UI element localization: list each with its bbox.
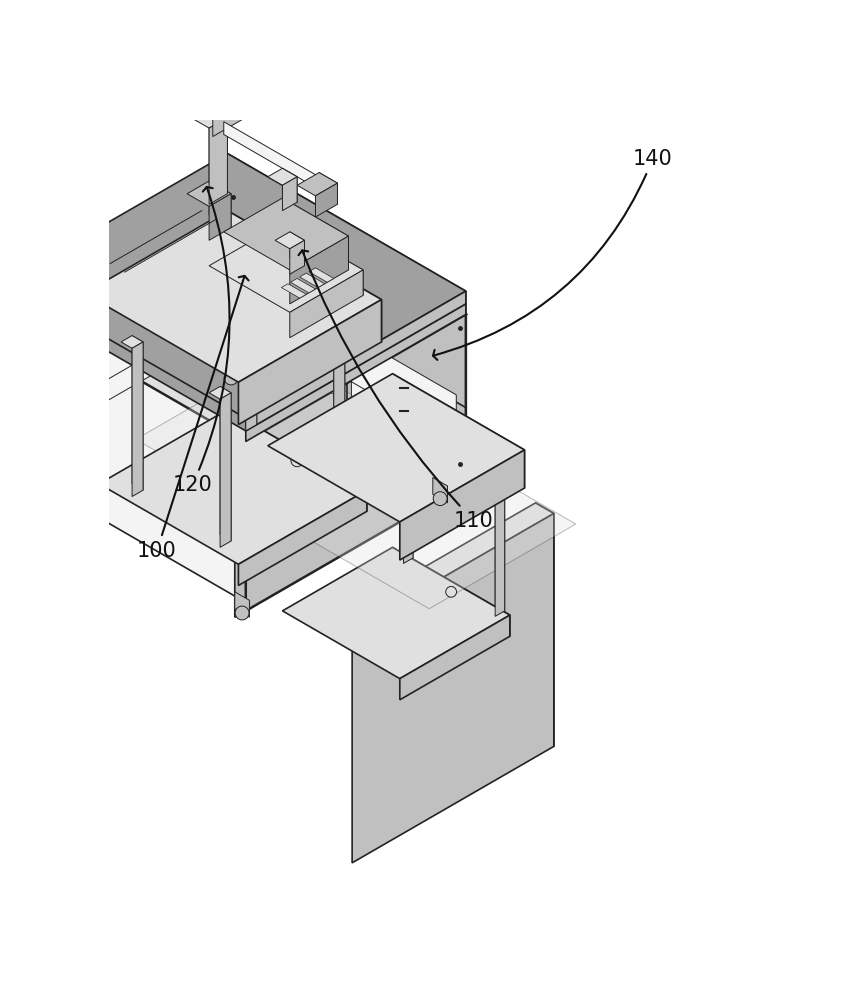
Polygon shape	[235, 289, 342, 399]
Polygon shape	[291, 278, 316, 293]
Polygon shape	[290, 270, 363, 338]
Circle shape	[446, 586, 456, 597]
Polygon shape	[132, 342, 143, 497]
Text: 110: 110	[299, 250, 493, 531]
Polygon shape	[245, 276, 257, 431]
Polygon shape	[392, 547, 510, 636]
Polygon shape	[282, 223, 363, 295]
Polygon shape	[227, 153, 466, 304]
Polygon shape	[290, 232, 305, 266]
Text: 120: 120	[172, 187, 230, 495]
Polygon shape	[190, 107, 227, 128]
Polygon shape	[334, 503, 554, 630]
Polygon shape	[213, 98, 242, 137]
Polygon shape	[309, 268, 334, 282]
Polygon shape	[334, 321, 345, 475]
Polygon shape	[55, 288, 221, 431]
Polygon shape	[227, 166, 466, 314]
Polygon shape	[227, 410, 367, 511]
Polygon shape	[275, 232, 305, 249]
Polygon shape	[486, 478, 505, 489]
Polygon shape	[235, 374, 253, 617]
Polygon shape	[299, 273, 324, 288]
Polygon shape	[535, 503, 554, 746]
Polygon shape	[209, 194, 231, 240]
Polygon shape	[209, 386, 231, 399]
Polygon shape	[121, 336, 143, 348]
Polygon shape	[221, 386, 231, 541]
Polygon shape	[319, 173, 337, 204]
Polygon shape	[495, 484, 505, 616]
Polygon shape	[281, 284, 306, 298]
Polygon shape	[334, 327, 345, 482]
Polygon shape	[187, 181, 231, 206]
Polygon shape	[392, 374, 524, 488]
Polygon shape	[8, 166, 466, 431]
Polygon shape	[432, 477, 448, 503]
Polygon shape	[403, 425, 413, 558]
Polygon shape	[268, 374, 524, 522]
Polygon shape	[136, 355, 576, 609]
Polygon shape	[33, 257, 253, 384]
Polygon shape	[352, 334, 456, 442]
Polygon shape	[495, 478, 505, 611]
Polygon shape	[8, 177, 466, 441]
Circle shape	[224, 371, 238, 385]
Polygon shape	[209, 117, 227, 204]
Polygon shape	[209, 223, 363, 312]
Polygon shape	[8, 153, 466, 418]
Polygon shape	[394, 425, 413, 436]
Polygon shape	[55, 267, 221, 410]
Polygon shape	[239, 490, 367, 585]
Polygon shape	[323, 321, 345, 333]
Polygon shape	[132, 336, 143, 490]
Circle shape	[26, 485, 40, 499]
Polygon shape	[282, 177, 297, 211]
Polygon shape	[352, 357, 456, 465]
Circle shape	[433, 492, 447, 506]
Polygon shape	[209, 181, 231, 228]
Polygon shape	[245, 291, 466, 431]
Polygon shape	[400, 615, 510, 700]
Polygon shape	[205, 77, 242, 120]
Polygon shape	[245, 270, 257, 425]
Text: 100: 100	[137, 276, 249, 561]
Polygon shape	[227, 211, 382, 342]
Polygon shape	[316, 183, 337, 217]
Polygon shape	[290, 240, 305, 274]
Circle shape	[291, 454, 303, 467]
Polygon shape	[290, 236, 348, 304]
Polygon shape	[239, 300, 382, 425]
Polygon shape	[352, 513, 554, 863]
Polygon shape	[224, 122, 319, 189]
Polygon shape	[51, 257, 253, 607]
Polygon shape	[282, 547, 510, 679]
Polygon shape	[221, 393, 231, 547]
Polygon shape	[245, 314, 466, 611]
Polygon shape	[297, 173, 337, 196]
Polygon shape	[400, 450, 524, 560]
Polygon shape	[176, 77, 242, 115]
Polygon shape	[403, 431, 413, 563]
Polygon shape	[84, 211, 382, 382]
Polygon shape	[235, 592, 250, 617]
Polygon shape	[99, 410, 367, 564]
Polygon shape	[224, 198, 348, 270]
Text: 140: 140	[433, 149, 673, 360]
Polygon shape	[235, 267, 342, 376]
Polygon shape	[235, 270, 257, 283]
Polygon shape	[227, 177, 466, 484]
Polygon shape	[282, 198, 348, 270]
Polygon shape	[209, 107, 227, 194]
Polygon shape	[26, 471, 40, 497]
Polygon shape	[224, 357, 239, 382]
Polygon shape	[268, 168, 297, 185]
Circle shape	[235, 606, 249, 620]
Polygon shape	[282, 168, 297, 202]
Polygon shape	[245, 304, 466, 441]
